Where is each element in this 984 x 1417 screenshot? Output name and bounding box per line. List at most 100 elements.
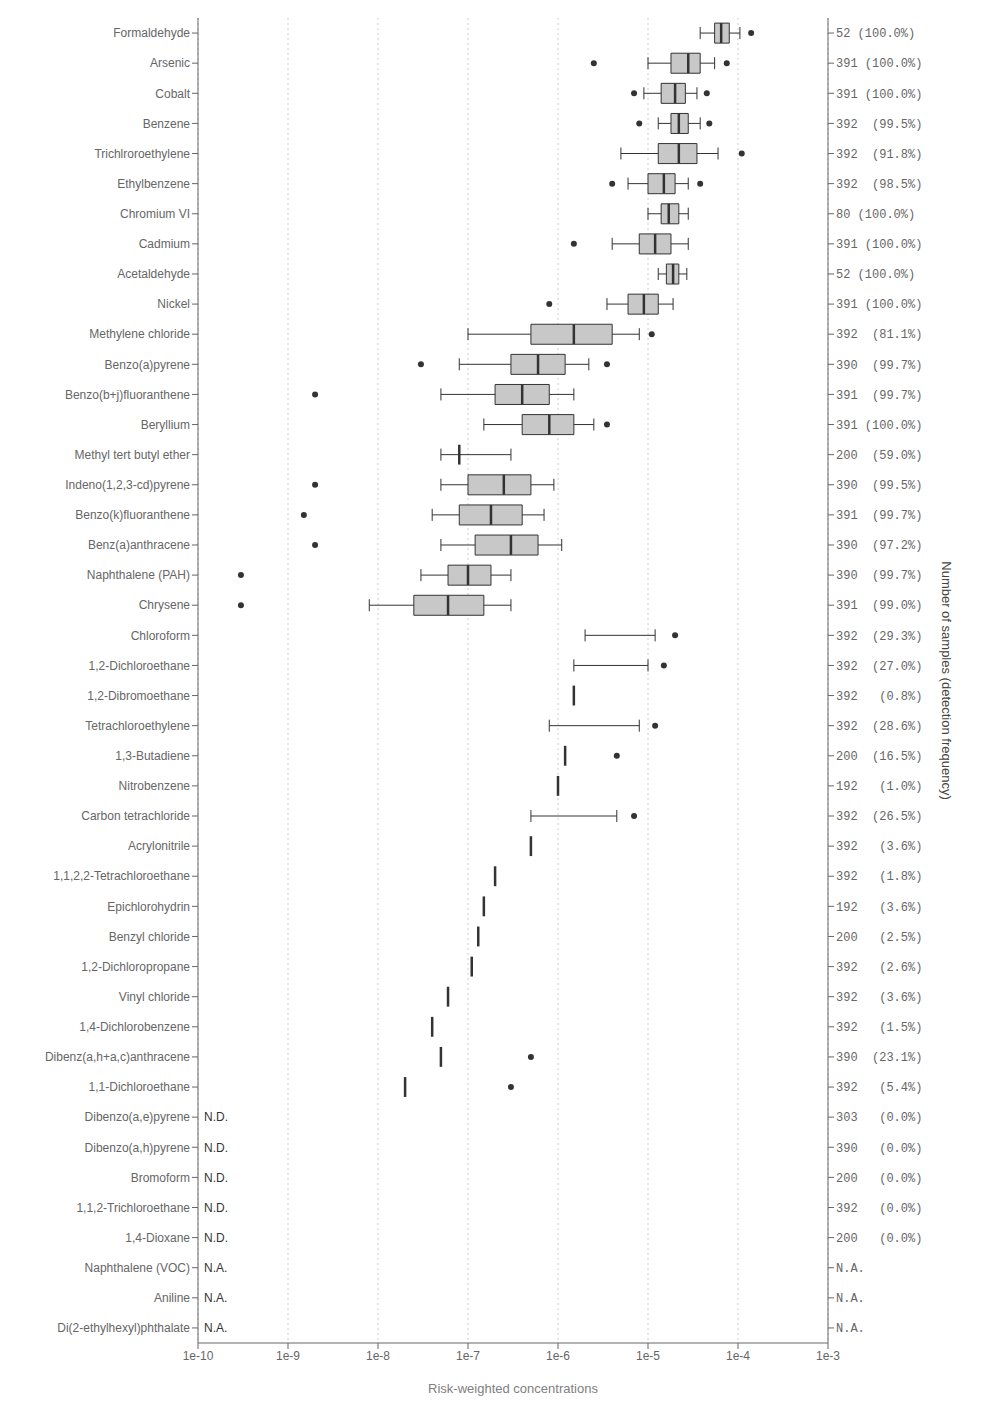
svg-text:392 (3.6%): 392 (3.6%) [836, 840, 922, 854]
svg-text:Trichlroroethylene: Trichlroroethylene [94, 147, 190, 161]
svg-text:1,1,2-Trichloroethane: 1,1,2-Trichloroethane [76, 1201, 190, 1215]
svg-text:392 (1.8%): 392 (1.8%) [836, 870, 922, 884]
svg-text:1e-8: 1e-8 [366, 1349, 390, 1363]
svg-text:391 (100.0%): 391 (100.0%) [836, 88, 922, 102]
svg-text:391 (100.0%): 391 (100.0%) [836, 238, 922, 252]
svg-text:392 (91.8%): 392 (91.8%) [836, 148, 922, 162]
svg-text:Di(2-ethylhexyl)phthalate: Di(2-ethylhexyl)phthalate [57, 1321, 190, 1335]
svg-text:N.D.: N.D. [204, 1141, 228, 1155]
svg-text:392 (27.0%): 392 (27.0%) [836, 660, 922, 674]
svg-text:Benzyl chloride: Benzyl chloride [109, 930, 191, 944]
svg-text:192 (1.0%): 192 (1.0%) [836, 780, 922, 794]
svg-text:1,2-Dibromoethane: 1,2-Dibromoethane [87, 689, 190, 703]
svg-text:391 (100.0%): 391 (100.0%) [836, 57, 922, 71]
svg-text:200 (2.5%): 200 (2.5%) [836, 931, 922, 945]
svg-text:N.A.: N.A. [204, 1321, 227, 1335]
svg-text:Methylene chloride: Methylene chloride [89, 327, 190, 341]
svg-text:1e-7: 1e-7 [456, 1349, 480, 1363]
svg-text:391 (99.0%): 391 (99.0%) [836, 599, 922, 613]
svg-text:Bromoform: Bromoform [131, 1171, 190, 1185]
svg-text:Tetrachloroethylene: Tetrachloroethylene [85, 719, 190, 733]
svg-text:N.D.: N.D. [204, 1171, 228, 1185]
svg-text:Chrysene: Chrysene [139, 598, 191, 612]
svg-text:392 (81.1%): 392 (81.1%) [836, 328, 922, 342]
svg-text:391 (100.0%): 391 (100.0%) [836, 298, 922, 312]
svg-text:390 (99.7%): 390 (99.7%) [836, 359, 922, 373]
svg-text:392 (28.6%): 392 (28.6%) [836, 720, 922, 734]
svg-text:Carbon tetrachloride: Carbon tetrachloride [81, 809, 190, 823]
svg-text:391 (100.0%): 391 (100.0%) [836, 419, 922, 433]
svg-text:390 (97.2%): 390 (97.2%) [836, 539, 922, 553]
svg-text:Dibenzo(a,e)pyrene: Dibenzo(a,e)pyrene [85, 1110, 191, 1124]
svg-text:N.D.: N.D. [204, 1110, 228, 1124]
svg-text:1,1-Dichloroethane: 1,1-Dichloroethane [89, 1080, 191, 1094]
svg-text:Aniline: Aniline [154, 1291, 190, 1305]
svg-text:392 (0.0%): 392 (0.0%) [836, 1202, 922, 1216]
svg-text:Benzo(a)pyrene: Benzo(a)pyrene [105, 358, 191, 372]
svg-text:Indeno(1,2,3-cd)pyrene: Indeno(1,2,3-cd)pyrene [65, 478, 190, 492]
svg-text:Formaldehyde: Formaldehyde [113, 26, 190, 40]
svg-text:Benzene: Benzene [143, 117, 191, 131]
svg-text:392 (1.5%): 392 (1.5%) [836, 1021, 922, 1035]
svg-text:391 (99.7%): 391 (99.7%) [836, 389, 922, 403]
svg-text:Arsenic: Arsenic [150, 56, 190, 70]
svg-text:Dibenz(a,h+a,c)anthracene: Dibenz(a,h+a,c)anthracene [45, 1050, 190, 1064]
svg-text:52 (100.0%): 52 (100.0%) [836, 27, 915, 41]
svg-text:Cobalt: Cobalt [155, 87, 190, 101]
svg-text:Ethylbenzene: Ethylbenzene [117, 177, 190, 191]
svg-text:1,2-Dichloroethane: 1,2-Dichloroethane [89, 659, 191, 673]
svg-text:1e-4: 1e-4 [726, 1349, 750, 1363]
svg-text:Cadmium: Cadmium [139, 237, 190, 251]
svg-text:N.A.: N.A. [204, 1291, 227, 1305]
svg-text:Naphthalene (PAH): Naphthalene (PAH) [87, 568, 190, 582]
svg-text:N.A.: N.A. [836, 1322, 865, 1336]
svg-text:1e-6: 1e-6 [546, 1349, 570, 1363]
svg-text:390 (0.0%): 390 (0.0%) [836, 1142, 922, 1156]
svg-text:390 (99.5%): 390 (99.5%) [836, 479, 922, 493]
svg-text:1,2-Dichloropropane: 1,2-Dichloropropane [81, 960, 190, 974]
svg-text:1,1,2,2-Tetrachloroethane: 1,1,2,2-Tetrachloroethane [53, 869, 190, 883]
svg-text:392 (0.8%): 392 (0.8%) [836, 690, 922, 704]
svg-text:80 (100.0%): 80 (100.0%) [836, 208, 915, 222]
svg-text:Benz(a)anthracene: Benz(a)anthracene [88, 538, 190, 552]
svg-text:Number of samples (detection f: Number of samples (detection frequency) [939, 561, 954, 799]
svg-text:200 (59.0%): 200 (59.0%) [836, 449, 922, 463]
svg-text:392 (5.4%): 392 (5.4%) [836, 1081, 922, 1095]
svg-text:Dibenzo(a,h)pyrene: Dibenzo(a,h)pyrene [85, 1141, 191, 1155]
svg-text:Nitrobenzene: Nitrobenzene [119, 779, 191, 793]
svg-text:392 (2.6%): 392 (2.6%) [836, 961, 922, 975]
svg-text:391 (99.7%): 391 (99.7%) [836, 509, 922, 523]
svg-text:N.A.: N.A. [204, 1261, 227, 1275]
svg-text:192 (3.6%): 192 (3.6%) [836, 901, 922, 915]
svg-text:Benzo(k)fluoranthene: Benzo(k)fluoranthene [75, 508, 190, 522]
svg-text:Acetaldehyde: Acetaldehyde [117, 267, 190, 281]
svg-text:200 (0.0%): 200 (0.0%) [836, 1232, 922, 1246]
svg-text:1e-3: 1e-3 [816, 1349, 840, 1363]
svg-text:1,4-Dichlorobenzene: 1,4-Dichlorobenzene [79, 1020, 190, 1034]
svg-text:390 (23.1%): 390 (23.1%) [836, 1051, 922, 1065]
svg-text:392 (99.5%): 392 (99.5%) [836, 118, 922, 132]
svg-text:Naphthalene (VOC): Naphthalene (VOC) [85, 1261, 190, 1275]
svg-text:1,3-Butadiene: 1,3-Butadiene [115, 749, 190, 763]
svg-text:303 (0.0%): 303 (0.0%) [836, 1111, 922, 1125]
svg-text:392 (3.6%): 392 (3.6%) [836, 991, 922, 1005]
svg-text:N.A.: N.A. [836, 1262, 865, 1276]
svg-text:Chloroform: Chloroform [131, 629, 190, 643]
svg-text:392 (29.3%): 392 (29.3%) [836, 630, 922, 644]
svg-text:392 (98.5%): 392 (98.5%) [836, 178, 922, 192]
svg-text:200 (16.5%): 200 (16.5%) [836, 750, 922, 764]
svg-text:Acrylonitrile: Acrylonitrile [128, 839, 190, 853]
svg-text:N.D.: N.D. [204, 1231, 228, 1245]
svg-text:1e-5: 1e-5 [636, 1349, 660, 1363]
svg-text:N.A.: N.A. [836, 1292, 865, 1306]
svg-text:Vinyl chloride: Vinyl chloride [119, 990, 190, 1004]
svg-text:390 (99.7%): 390 (99.7%) [836, 569, 922, 583]
svg-text:Chromium VI: Chromium VI [120, 207, 190, 221]
svg-text:Epichlorohydrin: Epichlorohydrin [107, 900, 190, 914]
svg-text:52 (100.0%): 52 (100.0%) [836, 268, 915, 282]
svg-text:200 (0.0%): 200 (0.0%) [836, 1172, 922, 1186]
svg-text:392 (26.5%): 392 (26.5%) [836, 810, 922, 824]
svg-text:1e-9: 1e-9 [276, 1349, 300, 1363]
svg-text:1e-10: 1e-10 [183, 1349, 214, 1363]
svg-text:1,4-Dioxane: 1,4-Dioxane [125, 1231, 190, 1245]
